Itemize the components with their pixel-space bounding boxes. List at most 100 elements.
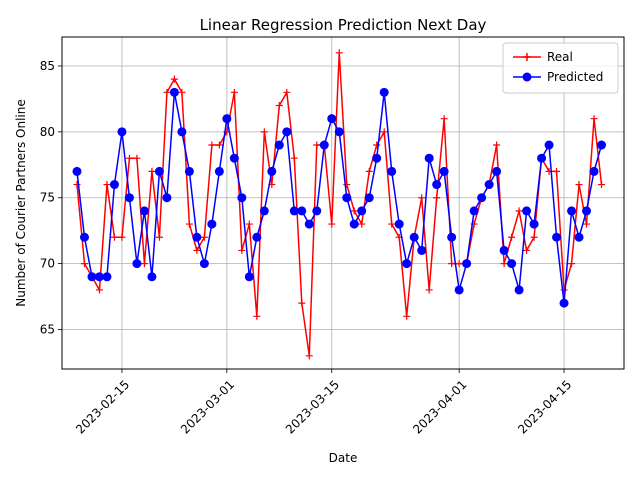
data-point-predicted: [214, 166, 224, 176]
data-point-real: [493, 141, 501, 149]
data-point-real: [328, 220, 336, 228]
data-point-real: [508, 233, 516, 241]
data-point-real: [245, 220, 253, 228]
data-point-real: [118, 233, 126, 241]
legend-real-label: Real: [547, 50, 573, 64]
data-point-real: [283, 88, 291, 96]
data-point-real: [103, 181, 111, 189]
data-point-real: [530, 233, 538, 241]
data-point-predicted: [117, 127, 127, 137]
legend-predicted-label: Predicted: [547, 70, 603, 84]
data-point-real: [260, 128, 268, 136]
data-point-real: [230, 88, 238, 96]
data-point-predicted: [507, 259, 517, 269]
chart-title: Linear Regression Prediction Next Day: [200, 16, 487, 34]
data-point-predicted: [529, 219, 539, 229]
data-point-real: [583, 220, 591, 228]
series-layer: [72, 49, 607, 360]
data-point-real: [133, 154, 141, 162]
data-point-real: [373, 141, 381, 149]
data-point-predicted: [484, 180, 494, 190]
data-point-predicted: [139, 206, 149, 216]
data-point-real: [208, 141, 216, 149]
data-point-real: [418, 194, 426, 202]
data-point-predicted: [207, 219, 217, 229]
data-point-predicted: [499, 245, 509, 255]
x-axis-label: Date: [329, 451, 358, 465]
data-point-predicted: [559, 298, 569, 308]
data-point-predicted: [477, 193, 487, 203]
data-point-predicted: [154, 166, 164, 176]
data-point-real: [568, 260, 576, 268]
legend-real-marker: [523, 53, 531, 61]
data-point-predicted: [537, 153, 547, 163]
data-point-real: [500, 260, 508, 268]
data-point-predicted: [319, 140, 329, 150]
data-point-predicted: [222, 114, 232, 124]
data-point-real: [358, 220, 366, 228]
data-point-predicted: [582, 206, 592, 216]
data-point-predicted: [267, 166, 277, 176]
data-point-real: [163, 88, 171, 96]
data-point-predicted: [387, 166, 397, 176]
data-point-predicted: [289, 206, 299, 216]
data-point-real: [290, 154, 298, 162]
data-point-real: [553, 167, 561, 175]
data-point-predicted: [237, 193, 247, 203]
data-point-predicted: [447, 232, 457, 242]
data-point-predicted: [364, 193, 374, 203]
data-point-real: [448, 260, 456, 268]
data-point-predicted: [304, 219, 314, 229]
data-point-real: [440, 115, 448, 123]
data-point-predicted: [229, 153, 239, 163]
data-point-predicted: [522, 206, 532, 216]
data-point-predicted: [417, 245, 427, 255]
data-point-predicted: [192, 232, 202, 242]
data-point-predicted: [274, 140, 284, 150]
data-point-real: [193, 246, 201, 254]
data-point-predicted: [574, 232, 584, 242]
data-point-real: [185, 220, 193, 228]
data-point-real: [238, 246, 246, 254]
data-point-real: [560, 286, 568, 294]
data-point-real: [523, 246, 531, 254]
data-point-predicted: [312, 206, 322, 216]
data-point-predicted: [432, 180, 442, 190]
data-point-real: [253, 312, 261, 320]
data-point-real: [73, 181, 81, 189]
data-point-real: [365, 167, 373, 175]
data-point-real: [140, 260, 148, 268]
legend: Real Predicted: [502, 42, 619, 94]
legend-box: [502, 42, 619, 94]
y-tick-label: 75: [40, 191, 55, 205]
data-point-predicted: [94, 272, 104, 282]
y-axis-label: Number of Courier Partners Online: [14, 99, 28, 307]
data-point-predicted: [462, 259, 472, 269]
data-point-real: [170, 75, 178, 83]
data-point-real: [343, 181, 351, 189]
y-tick-label: 65: [40, 322, 55, 336]
data-point-predicted: [439, 166, 449, 176]
data-point-predicted: [147, 272, 157, 282]
data-point-predicted: [334, 127, 344, 137]
data-point-real: [350, 207, 358, 215]
data-point-predicted: [87, 272, 97, 282]
data-point-predicted: [544, 140, 554, 150]
data-point-real: [298, 299, 306, 307]
legend-predicted-marker: [522, 72, 532, 82]
data-point-real: [598, 181, 606, 189]
data-point-real: [305, 352, 313, 360]
data-point-real: [388, 220, 396, 228]
y-tick-label: 85: [40, 59, 55, 73]
data-point-predicted: [409, 232, 419, 242]
data-point-predicted: [372, 153, 382, 163]
data-point-predicted: [259, 206, 269, 216]
y-tick-label: 70: [40, 257, 55, 271]
data-point-real: [590, 115, 598, 123]
data-point-predicted: [102, 272, 112, 282]
data-point-predicted: [552, 232, 562, 242]
data-point-predicted: [589, 166, 599, 176]
data-point-real: [125, 154, 133, 162]
data-point-predicted: [469, 206, 479, 216]
